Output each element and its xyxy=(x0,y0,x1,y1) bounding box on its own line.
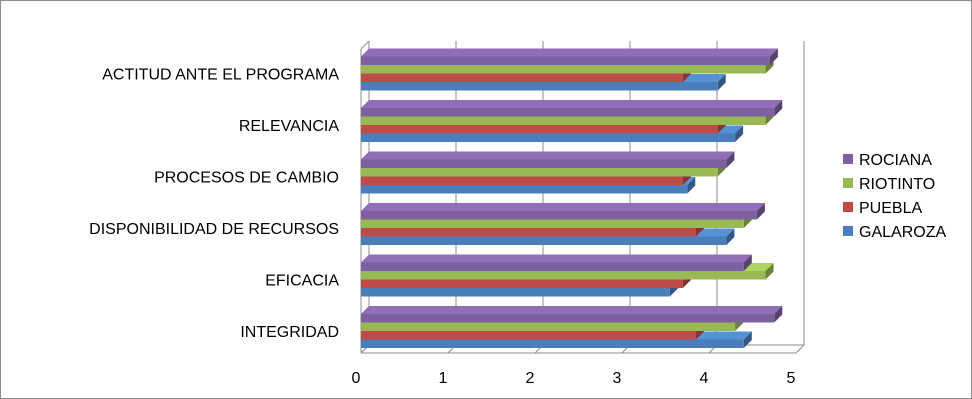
bar-front-face xyxy=(361,168,718,177)
bar-end-face xyxy=(765,263,774,280)
legend-label: RIOTINTO xyxy=(859,176,935,193)
bar-end-face xyxy=(774,306,783,323)
bar-front-face xyxy=(361,108,775,117)
floor-gridline xyxy=(795,344,805,354)
bar-end-face xyxy=(743,331,752,348)
side-wall-top-edge xyxy=(360,40,370,50)
bar-end-face xyxy=(769,48,778,65)
bar-front-face xyxy=(361,82,718,91)
bar-end-face xyxy=(726,151,735,168)
bar-front-face xyxy=(361,211,757,220)
bar-top-face xyxy=(361,306,783,314)
bar-front-face xyxy=(361,322,736,331)
bar-end-face xyxy=(726,228,735,245)
bar-front-face xyxy=(361,236,727,245)
category-label-procesos-de-cambio: PROCESOS DE CAMBIO xyxy=(154,170,339,187)
legend-item-riotinto: RIOTINTO xyxy=(843,176,935,193)
legend-label: PUEBLA xyxy=(859,200,922,217)
x-tick-label: 2 xyxy=(526,370,535,387)
bar-rociana-actitud-ante-el-programa xyxy=(361,48,778,65)
x-tick-label: 0 xyxy=(352,370,361,387)
legend-item-galaroza: GALAROZA xyxy=(843,224,946,241)
category-label-disponibilidad-de-recursos: DISPONIBILIDAD DE RECURSOS xyxy=(89,221,339,238)
bar-front-face xyxy=(361,331,696,340)
bar-rociana-eficacia xyxy=(361,254,752,271)
x-tick-label: 4 xyxy=(700,370,709,387)
legend-label: GALAROZA xyxy=(859,224,946,241)
x-tick-label: 5 xyxy=(787,370,796,387)
bar-top-face xyxy=(361,254,752,263)
legend: ROCIANA RIOTINTO PUEBLA GALAROZA xyxy=(843,152,946,241)
legend-swatch xyxy=(843,226,853,236)
category-labels: INTEGRIDAD EFICACIA DISPONIBILIDAD DE RECU… xyxy=(89,67,339,342)
legend-swatch xyxy=(843,154,853,164)
bar-top-face xyxy=(361,100,783,108)
bar-end-face xyxy=(756,203,765,220)
bar-end-face xyxy=(743,254,752,271)
bar-end-face xyxy=(735,125,744,142)
legend-item-rociana: ROCIANA xyxy=(843,152,932,169)
x-tick-labels: 0 1 2 3 4 5 xyxy=(352,370,796,387)
bar-front-face xyxy=(361,125,718,134)
bar-end-face xyxy=(774,100,783,117)
bar-front-face xyxy=(361,159,727,168)
bar-front-face xyxy=(361,271,766,280)
bar-front-face xyxy=(361,133,736,142)
bar-front-face xyxy=(361,73,683,82)
bar-front-face xyxy=(361,339,744,348)
bar-front-face xyxy=(361,185,688,194)
bar-front-face xyxy=(361,228,696,237)
bar-top-face xyxy=(361,151,735,160)
category-label-relevancia: RELEVANCIA xyxy=(239,118,340,135)
legend-item-puebla: PUEBLA xyxy=(843,200,922,217)
bars xyxy=(361,48,783,348)
bar-end-face xyxy=(687,177,696,194)
bar-rociana-procesos-de-cambio xyxy=(361,151,735,168)
bar-front-face xyxy=(361,314,775,323)
bar-front-face xyxy=(361,279,683,288)
bar-front-face xyxy=(361,176,683,185)
category-label-eficacia: EFICACIA xyxy=(265,273,339,290)
legend-swatch xyxy=(843,178,853,188)
bar-end-face xyxy=(717,74,726,91)
bar-rociana-relevancia xyxy=(361,100,783,117)
x-tick-label: 3 xyxy=(613,370,622,387)
category-label-integridad: INTEGRIDAD xyxy=(240,324,339,341)
bar-front-face xyxy=(361,262,744,271)
bar-rociana-integridad xyxy=(361,306,783,323)
bar-front-face xyxy=(361,288,670,297)
bar-top-face xyxy=(361,203,765,211)
legend-label: ROCIANA xyxy=(859,152,932,169)
category-label-actitud-ante-el-programa: ACTITUD ANTE EL PROGRAMA xyxy=(102,67,339,84)
bar-front-face xyxy=(361,56,770,65)
legend-swatch xyxy=(843,202,853,212)
bar-rociana-disponibilidad-de-recursos xyxy=(361,203,765,220)
bar-front-face xyxy=(361,116,766,125)
bar-top-face xyxy=(361,48,778,57)
bar-front-face xyxy=(361,219,744,228)
bar-front-face xyxy=(361,65,766,74)
x-tick-label: 1 xyxy=(439,370,448,387)
